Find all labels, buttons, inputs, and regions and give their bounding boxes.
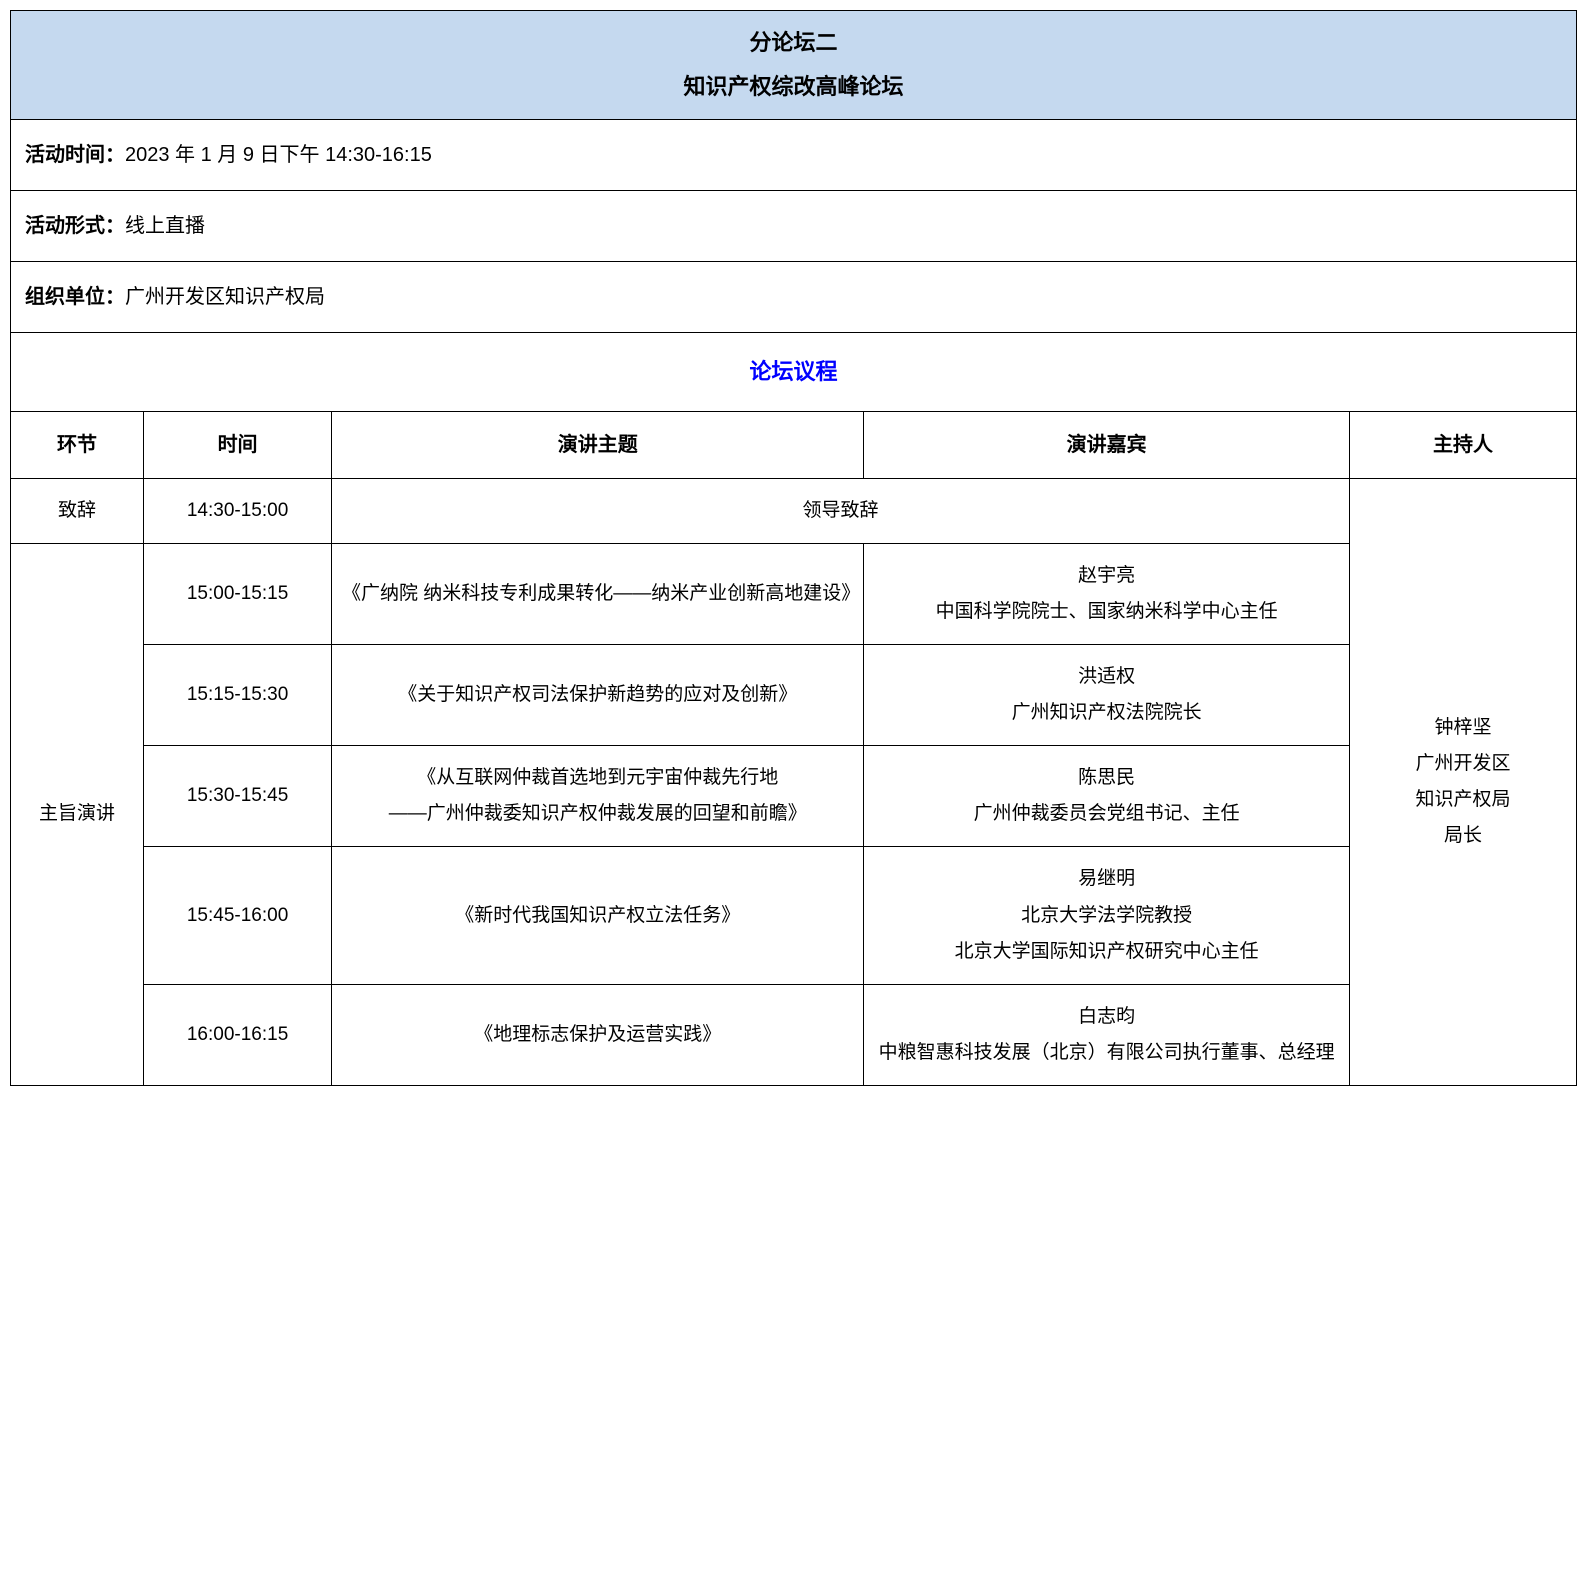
keynote-time-1: 15:15-15:30 — [144, 645, 332, 746]
welcome-topic: 领导致辞 — [332, 478, 1350, 543]
keynote-topic-4: 《地理标志保护及运营实践》 — [332, 984, 864, 1085]
keynote-row-2: 15:30-15:45 《从互联网仲裁首选地到元宇宙仲裁先行地 ——广州仲裁委知… — [11, 746, 1577, 847]
info-row-org: 组织单位：广州开发区知识产权局 — [11, 262, 1577, 333]
forum-title-line2: 知识产权综改高峰论坛 — [21, 65, 1566, 109]
keynote-time-2: 15:30-15:45 — [144, 746, 332, 847]
col-header-time: 时间 — [144, 411, 332, 478]
forum-agenda-table: 分论坛二 知识产权综改高峰论坛 活动时间：2023 年 1 月 9 日下午 14… — [10, 10, 1577, 1086]
keynote-speaker-1: 洪适权 广州知识产权法院院长 — [864, 645, 1349, 746]
keynote-speaker-2: 陈思民 广州仲裁委员会党组书记、主任 — [864, 746, 1349, 847]
col-header-host: 主持人 — [1349, 411, 1576, 478]
col-header-speaker: 演讲嘉宾 — [864, 411, 1349, 478]
info-row-time: 活动时间：2023 年 1 月 9 日下午 14:30-16:15 — [11, 120, 1577, 191]
info-row-format: 活动形式：线上直播 — [11, 191, 1577, 262]
info-org-label: 组织单位： — [25, 286, 125, 308]
info-format-cell: 活动形式：线上直播 — [11, 191, 1577, 262]
keynote-section-cell: 主旨演讲 — [11, 543, 144, 1085]
keynote-row-0: 主旨演讲 15:00-15:15 《广纳院 纳米科技专利成果转化——纳米产业创新… — [11, 543, 1577, 644]
keynote-topic-0: 《广纳院 纳米科技专利成果转化——纳米产业创新高地建设》 — [332, 543, 864, 644]
keynote-time-3: 15:45-16:00 — [144, 847, 332, 984]
keynote-time-0: 15:00-15:15 — [144, 543, 332, 644]
info-org-value: 广州开发区知识产权局 — [125, 286, 325, 308]
keynote-speaker-3: 易继明 北京大学法学院教授 北京大学国际知识产权研究中心主任 — [864, 847, 1349, 984]
keynote-row-4: 16:00-16:15 《地理标志保护及运营实践》 白志昀 中粮智惠科技发展（北… — [11, 984, 1577, 1085]
info-format-label: 活动形式： — [25, 215, 125, 237]
welcome-time: 14:30-15:00 — [144, 478, 332, 543]
col-header-topic: 演讲主题 — [332, 411, 864, 478]
info-time-cell: 活动时间：2023 年 1 月 9 日下午 14:30-16:15 — [11, 120, 1577, 191]
info-org-cell: 组织单位：广州开发区知识产权局 — [11, 262, 1577, 333]
info-time-label: 活动时间： — [25, 144, 125, 166]
keynote-topic-3: 《新时代我国知识产权立法任务》 — [332, 847, 864, 984]
info-time-value: 2023 年 1 月 9 日下午 14:30-16:15 — [125, 144, 432, 166]
forum-title-line1: 分论坛二 — [21, 21, 1566, 65]
welcome-section: 致辞 — [11, 478, 144, 543]
table-header-row: 分论坛二 知识产权综改高峰论坛 — [11, 11, 1577, 120]
keynote-speaker-0: 赵宇亮 中国科学院院士、国家纳米科学中心主任 — [864, 543, 1349, 644]
column-header-row: 环节 时间 演讲主题 演讲嘉宾 主持人 — [11, 411, 1577, 478]
keynote-topic-2: 《从互联网仲裁首选地到元宇宙仲裁先行地 ——广州仲裁委知识产权仲裁发展的回望和前… — [332, 746, 864, 847]
keynote-row-1: 15:15-15:30 《关于知识产权司法保护新趋势的应对及创新》 洪适权 广州… — [11, 645, 1577, 746]
keynote-row-3: 15:45-16:00 《新时代我国知识产权立法任务》 易继明 北京大学法学院教… — [11, 847, 1577, 984]
row-welcome: 致辞 14:30-15:00 领导致辞 钟梓坚 广州开发区 知识产权局 局长 — [11, 478, 1577, 543]
info-format-value: 线上直播 — [125, 215, 205, 237]
keynote-time-4: 16:00-16:15 — [144, 984, 332, 1085]
host-cell: 钟梓坚 广州开发区 知识产权局 局长 — [1349, 478, 1576, 1085]
forum-title-cell: 分论坛二 知识产权综改高峰论坛 — [11, 11, 1577, 120]
col-header-section: 环节 — [11, 411, 144, 478]
agenda-title-cell: 论坛议程 — [11, 333, 1577, 412]
keynote-topic-1: 《关于知识产权司法保护新趋势的应对及创新》 — [332, 645, 864, 746]
keynote-speaker-4: 白志昀 中粮智惠科技发展（北京）有限公司执行董事、总经理 — [864, 984, 1349, 1085]
agenda-title-row: 论坛议程 — [11, 333, 1577, 412]
